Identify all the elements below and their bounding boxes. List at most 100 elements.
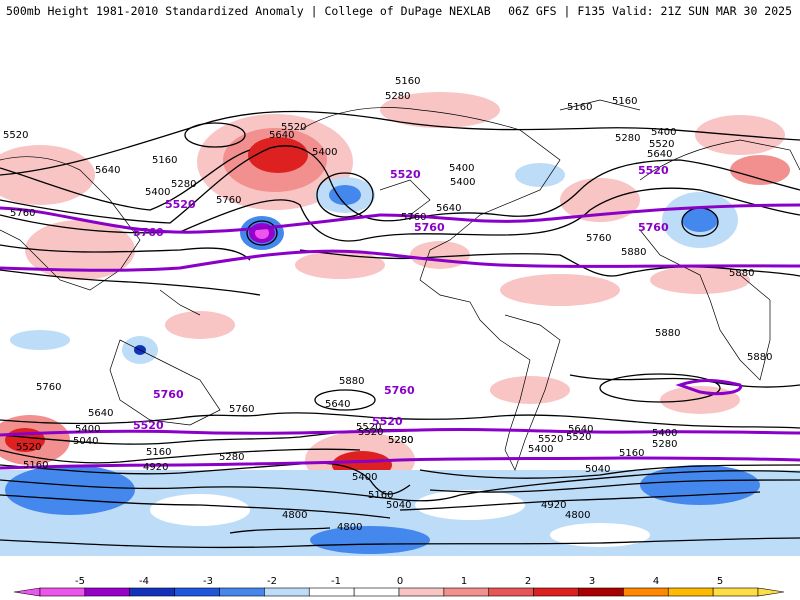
contour-label: 4800 (282, 510, 307, 521)
legend-swatch (488, 587, 534, 597)
contour-label: 5280 (388, 435, 413, 446)
contour-label: 5160 (567, 102, 592, 113)
legend-tick-label: 0 (397, 576, 403, 587)
highlight-label: 5760 (133, 226, 164, 239)
anomaly-map: 5160 5280 5160 5160 5520 5640 5400 5160 … (0, 76, 800, 556)
contour-label: 5280 (652, 439, 677, 450)
contour-label: 5760 (10, 208, 35, 219)
contour-label: 5760 (229, 404, 254, 415)
contour-label: 5520 (538, 434, 563, 445)
highlight-label: 5520 (638, 164, 669, 177)
legend-swatch (84, 587, 131, 597)
model-run-info: 06Z GFS | F135 Valid: 21Z SUN MAR 30 202… (508, 4, 792, 18)
contour-label: 5160 (395, 76, 420, 87)
legend-swatch (264, 587, 310, 597)
contour-label: 5640 (325, 399, 350, 410)
contour-label: 5760 (36, 382, 61, 393)
contour-label: 5520 (566, 432, 591, 443)
contour-label: 5880 (339, 376, 364, 387)
legend-swatch (623, 587, 669, 597)
legend-tick-label: 5 (717, 576, 723, 587)
legend-swatch (353, 587, 400, 597)
contour-label: 5640 (88, 408, 113, 419)
highlight-label: 5520 (372, 415, 403, 428)
height-contours (0, 110, 800, 549)
anomaly-shading (0, 92, 800, 556)
contour-label: 5040 (386, 500, 411, 511)
contour-label: 4920 (541, 500, 566, 511)
legend-swatch (578, 587, 624, 597)
contour-label: 5280 (615, 133, 640, 144)
contour-label: 5880 (747, 352, 772, 363)
contour-label: 5400 (652, 428, 677, 439)
legend-tick-label: 4 (653, 576, 659, 587)
legend-swatch (129, 587, 175, 597)
contour-label: 5640 (269, 130, 294, 141)
chart-title: 500mb Height 1981-2010 Standardized Anom… (6, 4, 491, 18)
legend-tick-label: -3 (203, 576, 213, 587)
contour-label: 5280 (171, 179, 196, 190)
legend-swatch (308, 587, 355, 597)
contour-labels: 5160 5280 5160 5160 5520 5640 5400 5160 … (3, 76, 772, 533)
contour-label: 5040 (585, 464, 610, 475)
contour-label: 4800 (337, 522, 362, 533)
legend-swatch (219, 587, 265, 597)
contour-label: 5280 (385, 91, 410, 102)
contour-label: 5760 (401, 212, 426, 223)
highlight-label: 5760 (384, 384, 415, 397)
legend-swatch (398, 587, 445, 597)
legend-swatch (533, 587, 579, 597)
legend-swatch (39, 587, 86, 597)
highlight-label: 5520 (165, 198, 196, 211)
contour-label: 5160 (619, 448, 644, 459)
highlight-label: 5760 (153, 388, 184, 401)
contour-label: 5400 (450, 177, 475, 188)
contour-label: 5280 (219, 452, 244, 463)
contour-label: 5400 (651, 127, 676, 138)
legend-tick-label: 3 (589, 576, 595, 587)
contour-label: 5880 (729, 268, 754, 279)
contour-label: 5160 (23, 460, 48, 471)
highlight-labels: 5520 5760 5520 5760 5520 5760 5760 5520 … (133, 164, 669, 432)
contour-label: 5520 (16, 442, 41, 453)
legend-arrow-low (13, 587, 41, 597)
contour-label: 5040 (73, 436, 98, 447)
legend-arrow-high (757, 587, 785, 597)
highlight-label: 5520 (390, 168, 421, 181)
legend-swatch (712, 587, 759, 597)
highlight-contours (0, 203, 800, 470)
contour-label: 5400 (312, 147, 337, 158)
color-scale-legend: -5 -4 -3 -2 -1 0 1 2 3 4 5 (13, 576, 785, 597)
contour-label: 5760 (216, 195, 241, 206)
contour-label: 5160 (368, 490, 393, 501)
contour-label: 5400 (449, 163, 474, 174)
contour-label: 5520 (356, 422, 381, 433)
legend-swatch (443, 587, 490, 597)
contour-label: 5520 (649, 139, 674, 150)
legend-tick-label: 2 (525, 576, 531, 587)
contour-label: 4920 (143, 462, 168, 473)
highlight-label: 5760 (638, 221, 669, 234)
contour-label: 5880 (621, 247, 646, 258)
contour-label: 5160 (612, 96, 637, 107)
contour-label: 5640 (568, 424, 593, 435)
legend-tick-label: -2 (267, 576, 277, 587)
legend-tick-label: -5 (75, 576, 85, 587)
legend-tick-label: -4 (139, 576, 149, 587)
contour-label: 5520 (3, 130, 28, 141)
legend-tick-label: 1 (461, 576, 467, 587)
contour-label: 5880 (655, 328, 680, 339)
contour-label: 5520 (358, 427, 383, 438)
contour-label: 5400 (145, 187, 170, 198)
contour-label: 5160 (146, 447, 171, 458)
contour-label: 5640 (436, 203, 461, 214)
highlight-label: 5520 (133, 419, 164, 432)
highlight-label: 5760 (414, 221, 445, 234)
contour-label: 4800 (565, 510, 590, 521)
contour-label: 5520 (281, 122, 306, 133)
contour-label: 5400 (75, 424, 100, 435)
contour-label: 5640 (647, 149, 672, 160)
contour-label: 5160 (152, 155, 177, 166)
contour-label: 5400 (352, 472, 377, 483)
contour-label: 5640 (95, 165, 120, 176)
